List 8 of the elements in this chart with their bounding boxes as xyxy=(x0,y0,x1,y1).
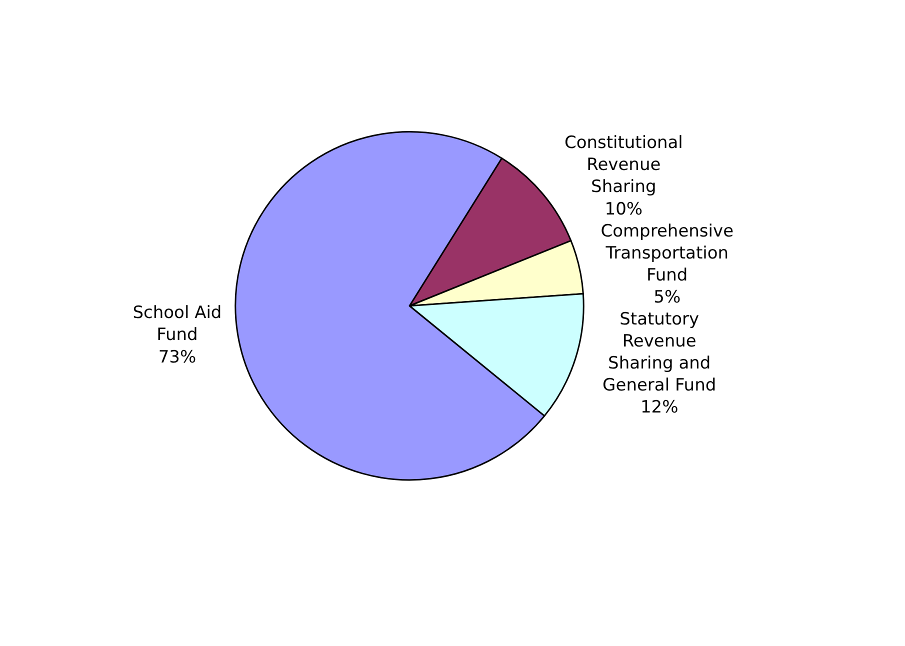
slice-label: Constitutional Revenue Sharing xyxy=(564,132,683,198)
data-label: 10% xyxy=(604,199,643,220)
slice-label: Comprehensive Transportation Fund xyxy=(600,221,734,286)
slice-label: Statutory Revenue Sharing and General Fund xyxy=(602,309,716,396)
data-label: 73% xyxy=(158,347,196,368)
data-label: 12% xyxy=(640,398,678,418)
slice-label: School Aid Fund xyxy=(132,303,222,346)
data-label: 5% xyxy=(654,288,681,308)
